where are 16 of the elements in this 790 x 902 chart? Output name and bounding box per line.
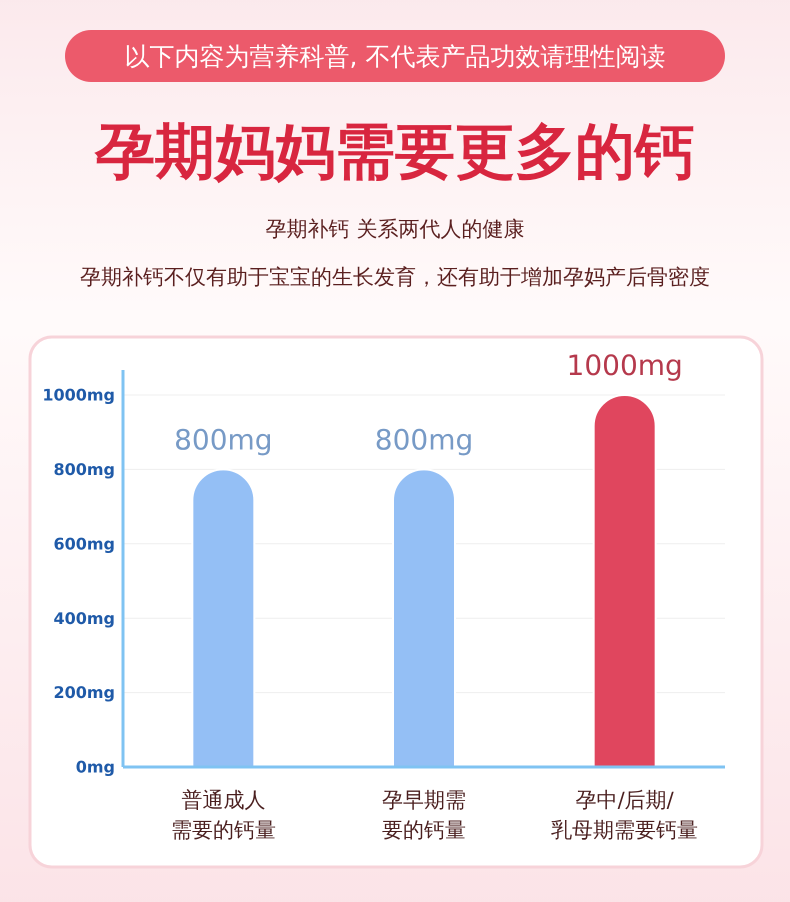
y-tick-label: 400mg: [53, 608, 115, 628]
text: 以下内容为营养科普, 不代表产品功效请理性阅读: [124, 42, 666, 71]
y-tick-label: 800mg: [53, 460, 115, 479]
data-label: 1000mg: [566, 349, 683, 382]
x-tick-label: 孕早期需要的钙量: [382, 788, 466, 842]
text: 孕期补钙不仅有助于宝宝的生长发育，还有助于增加孕妈产后骨密度: [80, 265, 710, 289]
chart-title: 孕期妈妈需要更多的钙: [94, 117, 695, 187]
data-label: 800mg: [374, 423, 474, 456]
y-tick-label: 200mg: [53, 683, 115, 702]
x-tick-label: 孕中/后期/乳母期需要钙量: [551, 788, 698, 842]
x-tick-label: 普通成人需要的钙量: [170, 788, 276, 842]
y-tick-label: 0mg: [76, 758, 115, 777]
y-tick-label: 600mg: [53, 534, 115, 554]
data-label: 800mg: [174, 423, 273, 456]
chart-subtitle: 孕期补钙 关系两代人的健康: [266, 217, 524, 241]
y-tick-label: 1000mg: [42, 386, 115, 405]
